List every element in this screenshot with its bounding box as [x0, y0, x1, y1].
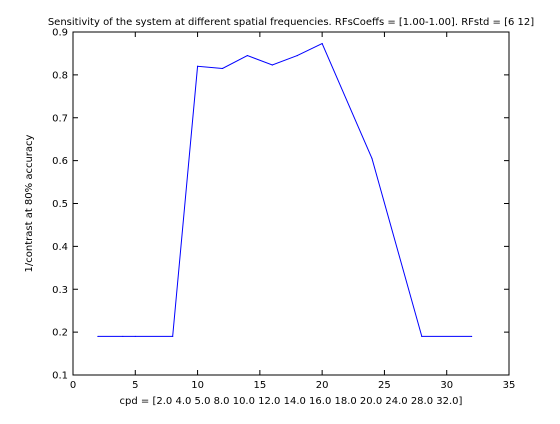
y-tick-label: 0.4 [52, 242, 68, 253]
y-tick-label: 0.7 [52, 113, 68, 124]
x-axis-label: cpd = [2.0 4.0 5.0 8.0 10.0 12.0 14.0 16… [120, 396, 463, 407]
data-point [271, 64, 273, 66]
data-point [196, 65, 199, 67]
data-point [172, 335, 174, 338]
axes-box [72, 31, 510, 376]
data-point [97, 335, 99, 338]
x-tick-label: 25 [378, 380, 391, 391]
data-point [134, 335, 136, 338]
chart-title: Sensitivity of the system at different s… [48, 17, 534, 28]
y-axis-label: 1/contrast at 80% accuracy [24, 134, 35, 272]
data-point [471, 335, 473, 338]
x-tick-label: 35 [503, 380, 516, 391]
x-tick-label: 20 [316, 380, 329, 391]
data-point [296, 54, 298, 57]
y-tick-label: 0.5 [52, 199, 68, 210]
x-tick-label: 0 [70, 380, 76, 391]
data-point [371, 157, 373, 160]
data-point [246, 54, 248, 57]
y-tick-label: 0.8 [52, 70, 68, 81]
y-tick-label: 0.2 [52, 328, 68, 339]
y-tick-label: 0.3 [52, 285, 68, 296]
y-tick-label: 0.6 [52, 156, 68, 167]
x-tick-label: 30 [440, 380, 453, 391]
data-point [421, 335, 423, 338]
y-tick-label: 0.1 [52, 371, 68, 382]
plot-area [73, 32, 509, 375]
data-point [321, 42, 323, 45]
x-tick-label: 5 [132, 380, 138, 391]
x-tick-label: 15 [253, 380, 266, 391]
y-tick-label: 0.9 [52, 28, 68, 39]
data-point [221, 67, 224, 70]
x-tick-label: 10 [191, 380, 204, 391]
data-point [122, 335, 124, 338]
